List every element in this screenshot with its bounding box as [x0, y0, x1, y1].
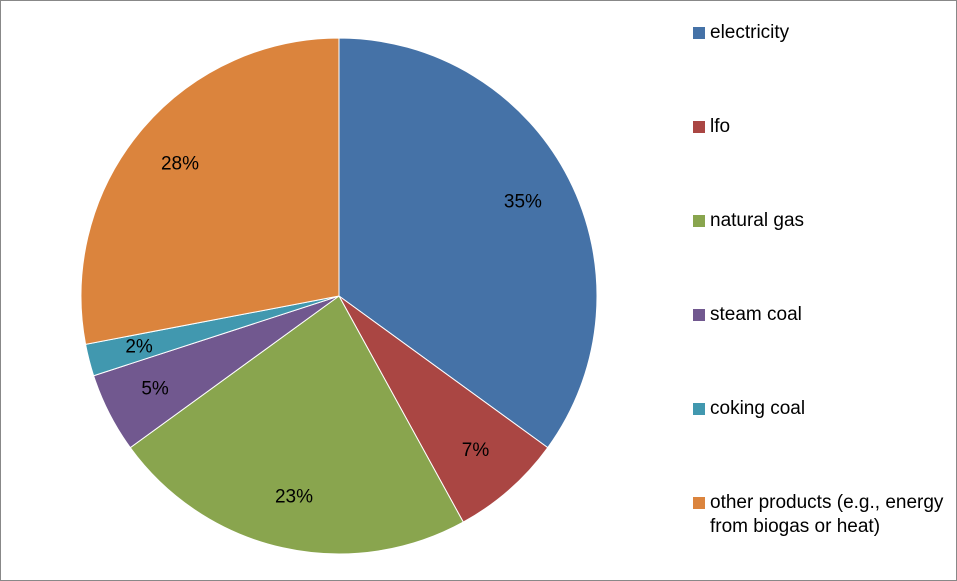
- legend-label: steam coal: [710, 304, 802, 325]
- legend-item: steam coal: [693, 303, 945, 327]
- legend-label: natural gas: [710, 210, 805, 231]
- legend-swatch: [693, 27, 705, 39]
- legend-item: natural gas: [693, 209, 945, 233]
- legend-swatch: [693, 403, 705, 415]
- data-label: 28%: [161, 153, 199, 174]
- legend-item: coking coal: [693, 397, 945, 421]
- legend-label: electricity: [710, 22, 790, 43]
- legend-swatch: [693, 121, 705, 133]
- legend-item: lfo: [693, 115, 945, 139]
- pie-slice: [80, 37, 340, 345]
- data-label: 2%: [125, 336, 153, 357]
- pie-slice: [129, 295, 464, 555]
- pie-slice: [338, 37, 598, 449]
- data-label: 7%: [462, 440, 490, 461]
- pie-slice: [338, 295, 549, 523]
- legend-swatch: [693, 215, 705, 227]
- data-label: 35%: [504, 191, 542, 212]
- legend-label: coking coal: [710, 398, 806, 419]
- legend-swatch: [693, 497, 705, 509]
- legend-label: lfo: [710, 116, 731, 137]
- legend-label: other products (e.g., energy from biogas…: [710, 492, 944, 537]
- legend-item: other products (e.g., energy from biogas…: [693, 491, 945, 539]
- data-label: 23%: [275, 486, 313, 507]
- legend-item: electricity: [693, 21, 945, 45]
- legend-swatch: [693, 309, 705, 321]
- data-label: 5%: [141, 379, 169, 400]
